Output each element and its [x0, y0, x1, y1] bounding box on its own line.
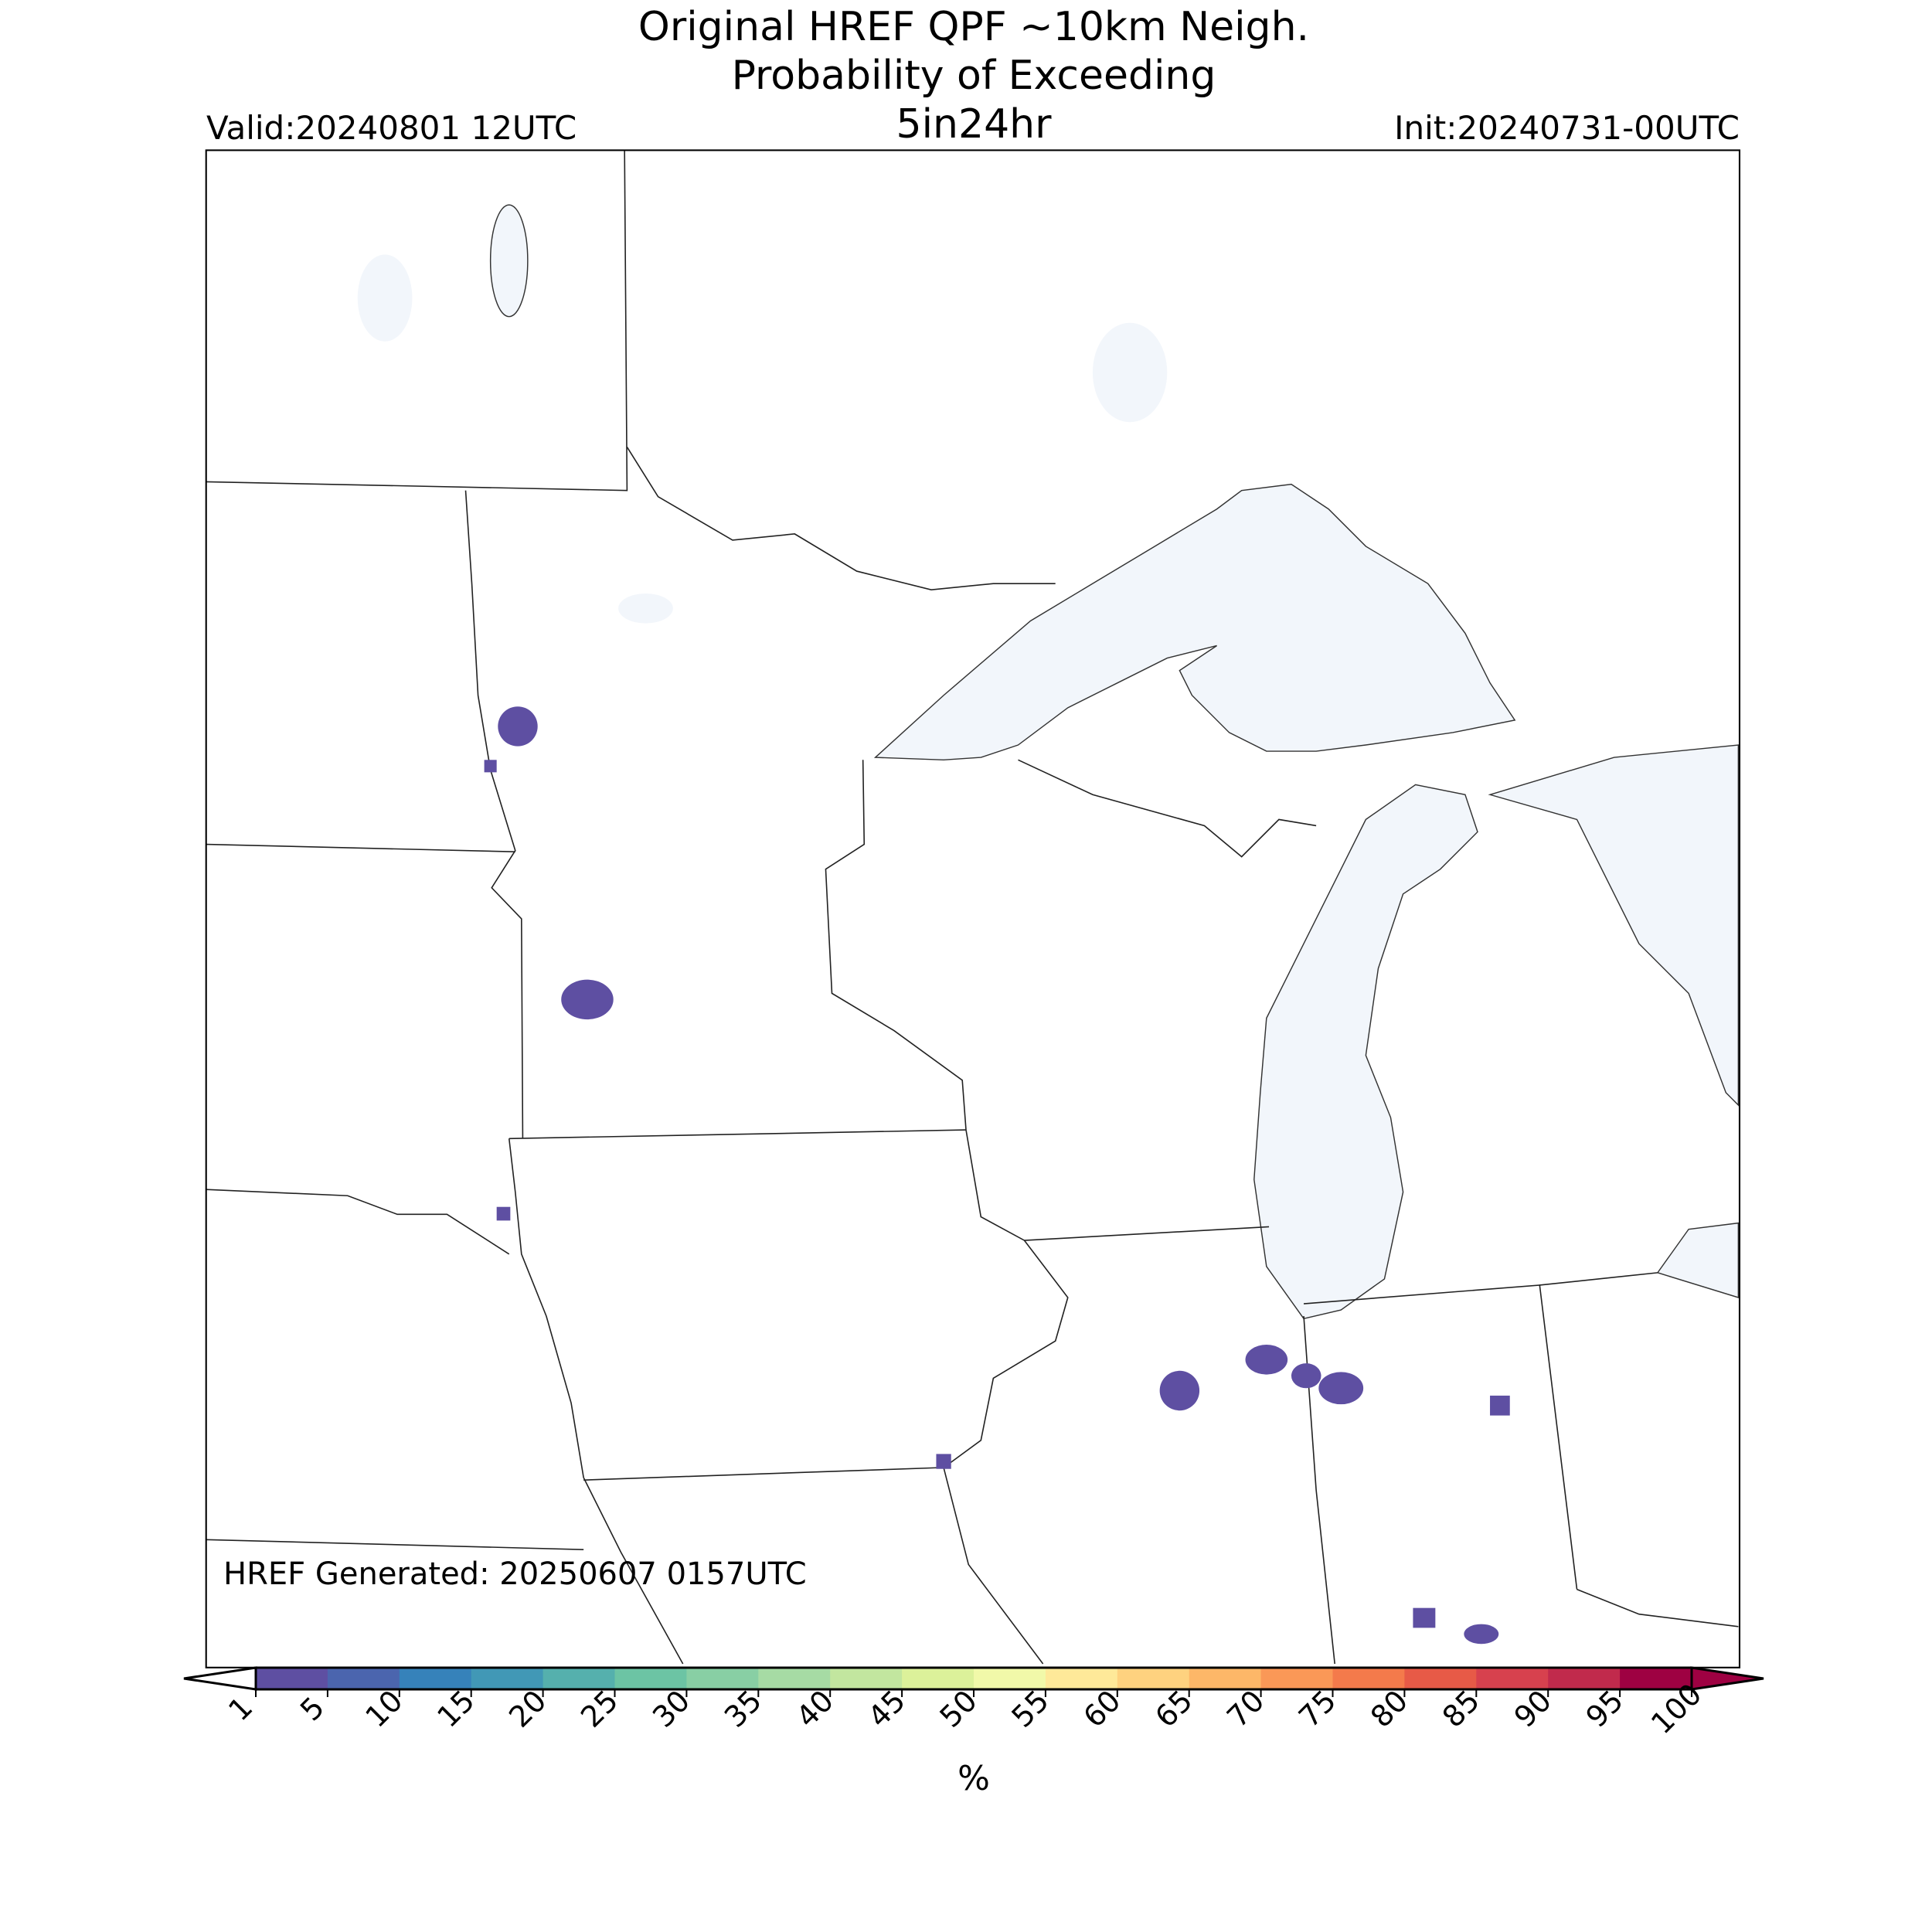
generated-time: HREF Generated: 20250607 0157UTC — [223, 1556, 807, 1592]
probability-areas — [484, 706, 1510, 1645]
map — [205, 149, 1741, 1668]
colorbar-segment — [471, 1668, 544, 1689]
lakes — [357, 204, 1740, 1320]
colorbar-segment — [974, 1668, 1046, 1689]
init-time: Init:20240731-00UTC — [1394, 109, 1740, 147]
colorbar-segment — [830, 1668, 903, 1689]
title-line: 5in24hr — [896, 101, 1053, 148]
title-line: Original HREF QPF ~10km Neigh. — [638, 4, 1309, 50]
colorbar-segment — [758, 1668, 831, 1689]
colorbar-segment — [399, 1668, 472, 1689]
valid-time: Valid:20240801 12UTC — [206, 109, 577, 147]
colorbar-segment — [1404, 1668, 1477, 1689]
colorbar-label: % — [957, 1759, 990, 1798]
colorbar-segment — [1260, 1668, 1333, 1689]
colorbar-segment — [614, 1668, 687, 1689]
colorbar-segment — [1620, 1668, 1692, 1689]
colorbar-segment — [543, 1668, 615, 1689]
borders — [206, 150, 1739, 1665]
colorbar-segment — [1332, 1668, 1405, 1689]
colorbar-segment — [1476, 1668, 1549, 1689]
title-line: Probability of Exceeding — [732, 53, 1216, 99]
colorbar-segment — [1548, 1668, 1621, 1689]
colorbar-segment — [1045, 1668, 1118, 1689]
colorbar-segment — [256, 1668, 328, 1689]
colorbar-segment — [686, 1668, 759, 1689]
colorbar-segment — [1189, 1668, 1262, 1689]
colorbar-segment — [327, 1668, 400, 1689]
colorbar-segment — [1117, 1668, 1190, 1689]
colorbar-segment — [902, 1668, 975, 1689]
